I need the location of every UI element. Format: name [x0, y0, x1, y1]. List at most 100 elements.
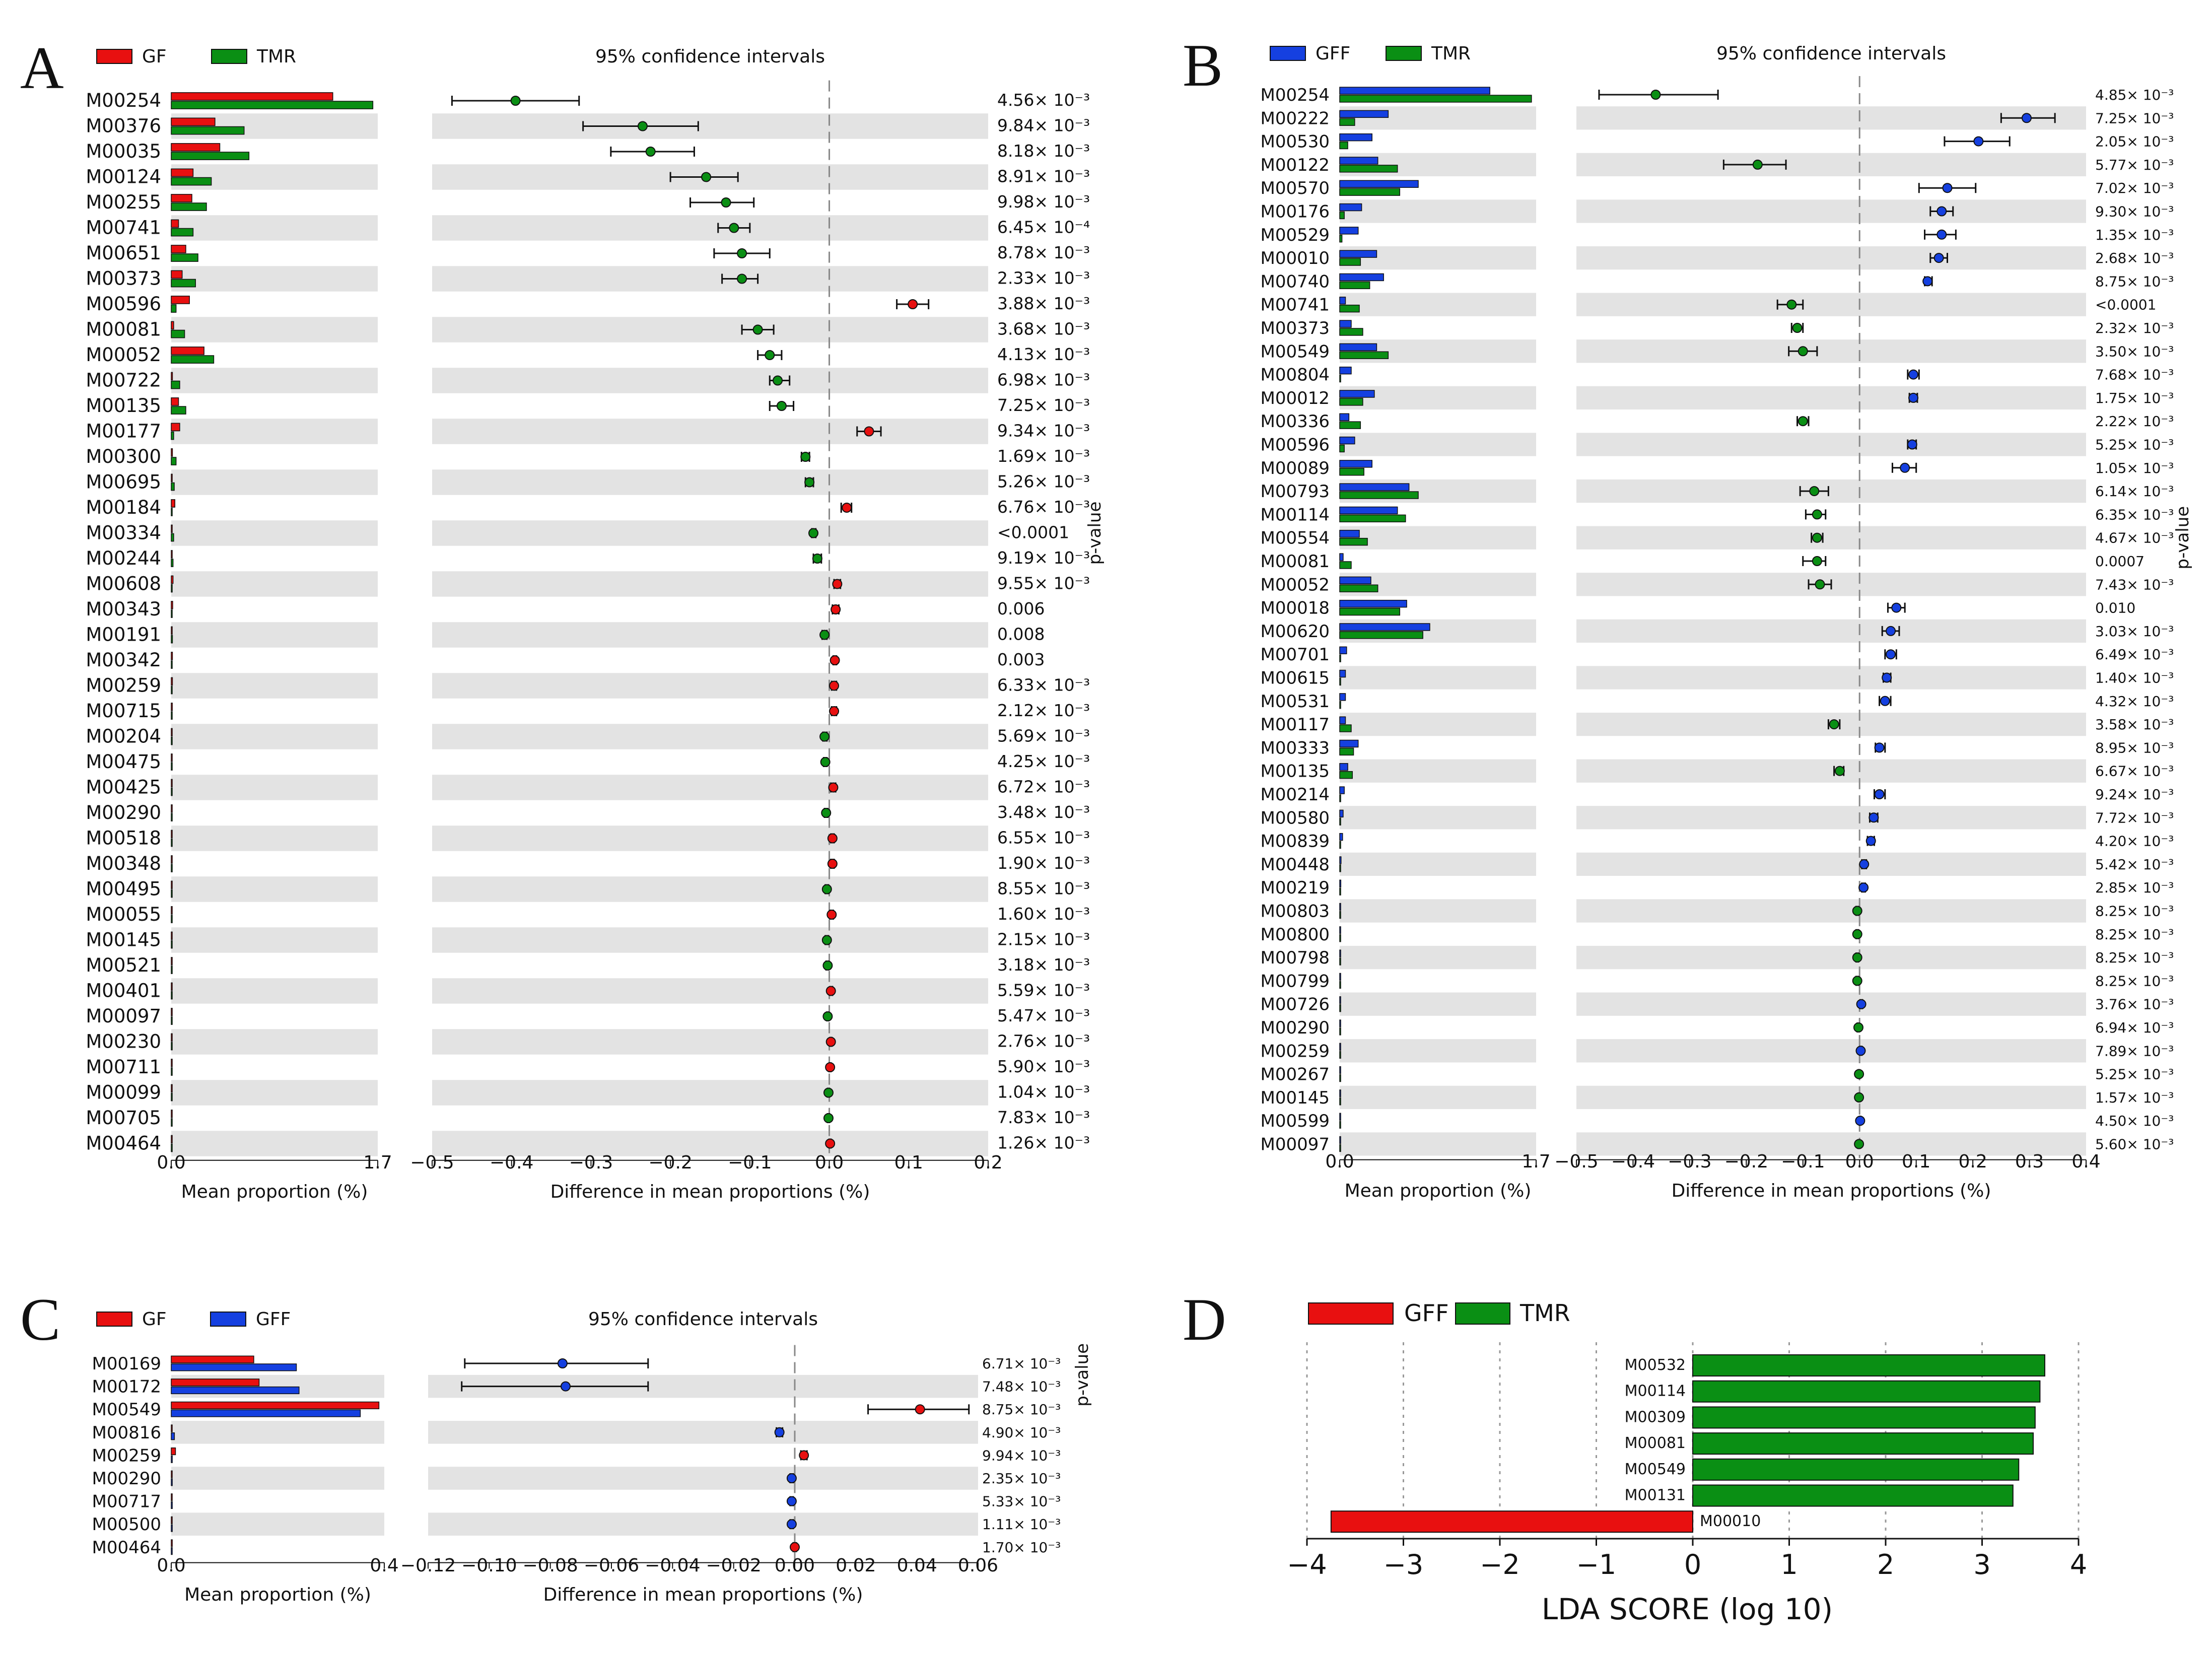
- right-tick-label: −0.1: [728, 1152, 772, 1173]
- ci-point: [822, 960, 833, 971]
- bar-gff: [1339, 599, 1407, 608]
- p-value: 6.71× 10⁻³: [982, 1355, 1061, 1372]
- row-band: [1576, 666, 2086, 690]
- ci-point: [557, 1358, 568, 1368]
- p-value: 2.85× 10⁻³: [2095, 879, 2174, 896]
- row-band: [171, 266, 378, 292]
- row-band: [1340, 1039, 1536, 1063]
- row-band: [1340, 106, 1536, 130]
- row-band: [171, 520, 378, 546]
- row-band: [432, 520, 988, 546]
- bar-gf: [171, 1401, 380, 1409]
- p-value-axis-label: p-value: [1072, 1343, 1092, 1407]
- bar-gf: [171, 855, 173, 864]
- row-band: [432, 673, 988, 699]
- lda-tick-label: 1: [1780, 1549, 1798, 1580]
- ci-point: [1812, 532, 1822, 543]
- bar-tmr: [171, 152, 250, 160]
- module-label: M00529: [1261, 225, 1330, 245]
- bar-tmr: [1339, 701, 1341, 709]
- bar-gff: [1339, 903, 1341, 911]
- module-label: M00097: [86, 1005, 161, 1027]
- bar-gff: [171, 1524, 173, 1532]
- row-band: [1576, 339, 2086, 363]
- bar-tmr: [1339, 537, 1368, 546]
- module-label: M00518: [86, 828, 161, 849]
- bar-tmr: [171, 991, 173, 1000]
- bar-tmr: [1339, 281, 1370, 290]
- ci-point: [1874, 789, 1885, 799]
- bar-gf: [171, 906, 173, 915]
- ci-point: [1852, 976, 1862, 986]
- row-band: [432, 368, 988, 393]
- bar-gf: [171, 830, 173, 839]
- ci-point: [765, 350, 775, 360]
- legend-label-b: TMR: [1431, 43, 1471, 64]
- bar-tmr: [171, 1092, 173, 1101]
- ci-point: [721, 197, 731, 208]
- module-label: M00254: [86, 90, 161, 111]
- bar-gff: [1339, 133, 1372, 142]
- p-value: 7.72× 10⁻³: [2095, 809, 2174, 826]
- p-value: 1.90× 10⁻³: [997, 853, 1090, 873]
- ci-point: [773, 375, 783, 386]
- row-band: [171, 1374, 384, 1398]
- ci-point: [842, 503, 852, 513]
- p-value: 8.18× 10⁻³: [997, 141, 1090, 161]
- row-band: [1576, 199, 2086, 223]
- ci-point: [1752, 159, 1763, 170]
- row-band: [432, 1080, 988, 1106]
- bar-tmr: [171, 1042, 173, 1051]
- ci-point: [752, 324, 763, 335]
- bar-gff: [1339, 716, 1346, 724]
- module-label: M00089: [1261, 458, 1330, 478]
- legend-label-a: GF: [142, 1309, 167, 1330]
- right-tick-label: 0.1: [1902, 1151, 1930, 1172]
- bar-tmr: [1339, 95, 1532, 103]
- bar-tmr: [1339, 1074, 1341, 1082]
- row-band: [432, 1029, 988, 1055]
- panel-letter: A: [20, 34, 64, 101]
- module-label: M00222: [1261, 108, 1330, 128]
- bar-tmr: [1339, 864, 1341, 872]
- panel-letter: C: [20, 1286, 60, 1353]
- module-label: M00596: [1261, 435, 1330, 455]
- bar-gff: [1339, 623, 1430, 631]
- ci-point: [829, 706, 840, 716]
- row-band: [432, 419, 988, 444]
- bar-tmr: [171, 304, 177, 313]
- bar-tmr: [1339, 911, 1341, 919]
- row-band: [1576, 246, 2086, 270]
- module-label: M00711: [86, 1056, 161, 1078]
- ci-point: [1650, 90, 1661, 100]
- p-value-axis-label: p-value: [1085, 502, 1105, 565]
- p-value: 1.04× 10⁻³: [997, 1082, 1090, 1102]
- ci-point: [821, 808, 832, 818]
- bar-tmr: [1339, 747, 1354, 756]
- module-label: M00184: [86, 497, 161, 518]
- p-value: 1.69× 10⁻³: [997, 446, 1090, 466]
- ci-point: [1855, 1116, 1865, 1126]
- ci-point: [1798, 416, 1808, 427]
- p-value: 8.25× 10⁻³: [2095, 926, 2174, 943]
- bar-tmr: [1339, 118, 1355, 126]
- bar-gf: [171, 473, 173, 483]
- ci-point: [1973, 136, 1984, 147]
- row-band: [432, 927, 988, 953]
- bar-tmr: [171, 533, 174, 542]
- bar-gff: [1339, 809, 1344, 818]
- ci-point: [812, 554, 822, 564]
- bar-tmr: [1339, 561, 1352, 569]
- module-label: M00715: [86, 700, 161, 722]
- p-value: 4.85× 10⁻³: [2095, 87, 2174, 103]
- ci-point: [1852, 952, 1862, 963]
- right-tick-label: −0.1: [1781, 1151, 1825, 1172]
- right-tick-label: −0.2: [648, 1152, 692, 1173]
- row-band: [171, 469, 378, 495]
- ci-point: [1854, 1069, 1864, 1079]
- ci-point: [1874, 742, 1885, 753]
- module-label: M00135: [1261, 762, 1330, 782]
- module-label: M00531: [1261, 692, 1330, 712]
- bar-tmr: [171, 126, 245, 135]
- module-label: M00204: [86, 726, 161, 747]
